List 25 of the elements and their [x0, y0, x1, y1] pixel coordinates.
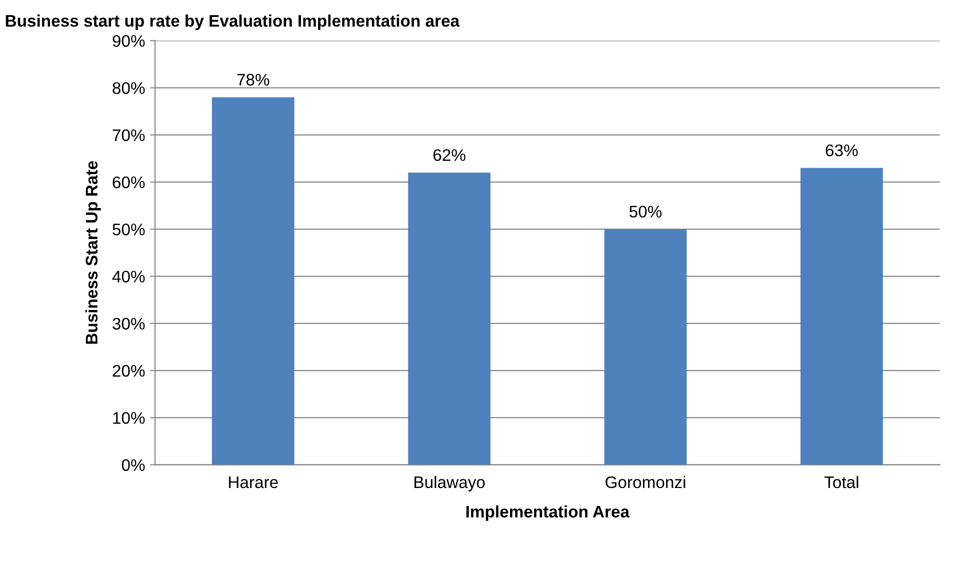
y-tick-label: 30% — [112, 318, 145, 330]
data-label: 62% — [433, 149, 466, 161]
y-tick-label: 70% — [112, 129, 145, 142]
bar — [800, 168, 883, 465]
x-tick-label: Harare — [229, 476, 278, 488]
y-tick-label: 50% — [112, 224, 145, 236]
data-label: 63% — [826, 144, 858, 156]
chart-title: Business start up rate by Evaluation Implementation area — [6, 14, 460, 30]
y-tick-label: 60% — [112, 176, 145, 188]
x-tick-label: Bulawayo — [414, 476, 485, 492]
bar — [604, 229, 687, 465]
y-tick-label: 0% — [122, 459, 145, 472]
bar — [212, 97, 294, 465]
y-tick-label: 10% — [113, 412, 145, 424]
y-tick-label: 90% — [112, 35, 145, 47]
data-label: 50% — [629, 206, 662, 218]
y-tick-label: 40% — [112, 270, 145, 282]
y-axis-title: Business Start Up Rate — [85, 161, 101, 344]
x-axis-title: Implementation Area — [466, 505, 630, 521]
data-label: 78% — [237, 74, 270, 86]
x-tick-label: Goromonzi — [606, 476, 686, 488]
x-tick-label: Total — [824, 476, 858, 488]
y-tick-label: 80% — [112, 82, 145, 94]
y-tick-label: 20% — [112, 364, 145, 377]
bar — [408, 172, 491, 465]
